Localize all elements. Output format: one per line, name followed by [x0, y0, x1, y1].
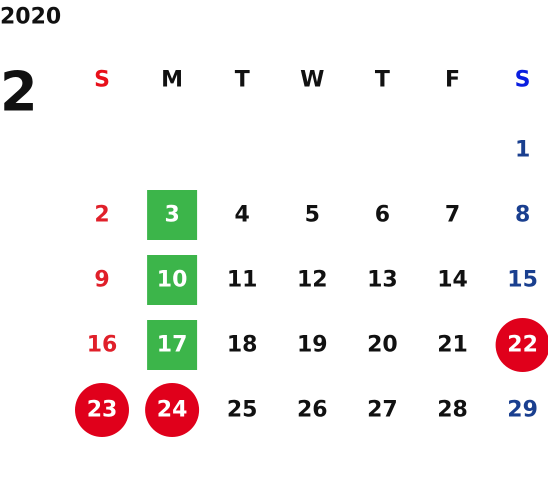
year: 2020: [0, 5, 61, 30]
day-number: 14: [437, 268, 468, 293]
weekday-label: M: [161, 68, 183, 93]
highlight-circle: [495, 318, 548, 372]
highlight-circle: [75, 383, 129, 437]
day-number: 17: [157, 333, 188, 358]
day-number: 23: [87, 398, 118, 423]
day-number: 2: [94, 203, 109, 228]
day-number: 24: [157, 398, 188, 423]
weekday-label: S: [94, 68, 110, 93]
day-number: 16: [87, 333, 118, 358]
day-number: 20: [367, 333, 398, 358]
highlight-square: [147, 255, 198, 305]
highlight-square: [147, 190, 198, 240]
day-number: 19: [297, 333, 328, 358]
day-number: 10: [157, 268, 188, 293]
weekday-label: W: [300, 68, 324, 93]
weekday-label: S: [515, 68, 531, 93]
day-number: 22: [507, 333, 538, 358]
day-number: 28: [437, 398, 468, 423]
day-number: 25: [227, 398, 258, 423]
highlight-circle: [145, 383, 200, 437]
day-number: 15: [507, 268, 538, 293]
day-number: 7: [445, 203, 460, 228]
day-number: 3: [164, 203, 179, 228]
month: 2: [0, 61, 38, 124]
day-number: 12: [297, 268, 328, 293]
day-number: 5: [305, 203, 320, 228]
day-number: 9: [94, 268, 109, 293]
day-number: 11: [227, 268, 258, 293]
weekday-label: T: [375, 68, 390, 93]
weekday-label: F: [445, 68, 460, 93]
day-number: 1: [515, 138, 530, 163]
day-number: 26: [297, 398, 328, 423]
day-number: 29: [507, 398, 538, 423]
day-number: 21: [437, 333, 468, 358]
highlight-square: [147, 320, 198, 370]
day-number: 27: [367, 398, 398, 423]
day-number: 6: [375, 203, 390, 228]
day-number: 13: [367, 268, 398, 293]
day-number: 18: [227, 333, 258, 358]
weekday-label: T: [235, 68, 250, 93]
day-number: 8: [515, 203, 530, 228]
day-number: 4: [235, 203, 250, 228]
